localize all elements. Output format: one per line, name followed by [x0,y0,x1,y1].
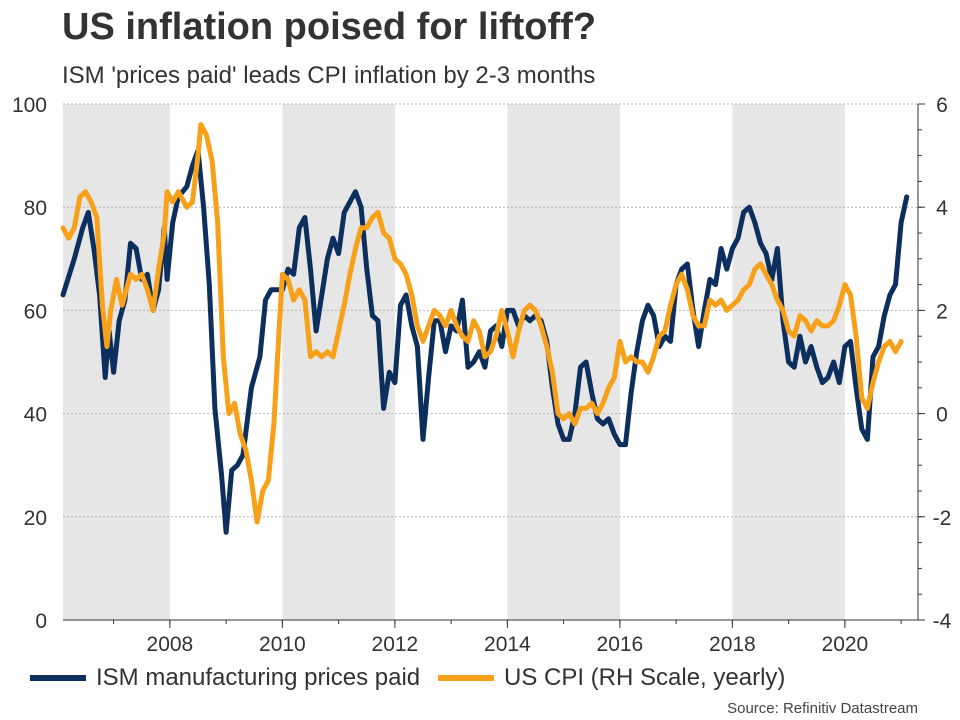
x-tick-label-5: 2018 [709,633,756,656]
legend-item-cpi: US CPI (RH Scale, yearly) [438,664,785,692]
y-left-tick-label-3: 60 [24,300,47,323]
series-line-cpi [60,122,904,525]
shaded-period-1 [282,104,395,620]
y-right-tick-label-4: 4 [936,197,948,220]
x-tick-label-2: 2012 [372,633,419,656]
legend-swatch-ism [30,675,86,681]
x-tick-label-4: 2016 [597,633,644,656]
y-left-tick-label-5: 100 [12,94,47,117]
chart-title: US inflation poised for liftoff? [62,6,597,48]
x-tick-label-3: 2014 [484,633,531,656]
y-left-tick-label-2: 40 [24,404,47,427]
y-left-tick-label-1: 20 [24,507,47,530]
x-tick-label-6: 2020 [822,633,869,656]
source-note: Source: Refinitiv Datastream [727,700,918,717]
shaded-period-2 [507,104,620,620]
y-left-tick-label-0: 0 [35,610,47,633]
chart-legend: ISM manufacturing prices paid US CPI (RH… [0,664,960,698]
y-right-tick-label-3: 2 [936,300,948,323]
legend-swatch-cpi [438,675,494,681]
y-right-tick-label-2: 0 [936,404,948,427]
y-left-tick-label-4: 80 [24,197,47,220]
x-tick-label-0: 2008 [147,633,194,656]
chart-subtitle: ISM 'prices paid' leads CPI inflation by… [62,62,596,89]
y-right-tick-label-0: -4 [933,610,952,633]
legend-item-ism: ISM manufacturing prices paid [30,664,420,692]
y-right-tick-label-1: -2 [933,507,952,530]
y-right-tick-label-5: 6 [936,94,948,117]
legend-label-ism: ISM manufacturing prices paid [96,664,421,691]
x-tick-label-1: 2010 [259,633,306,656]
legend-label-cpi: US CPI (RH Scale, yearly) [504,664,786,691]
series-line-ism [60,147,910,535]
